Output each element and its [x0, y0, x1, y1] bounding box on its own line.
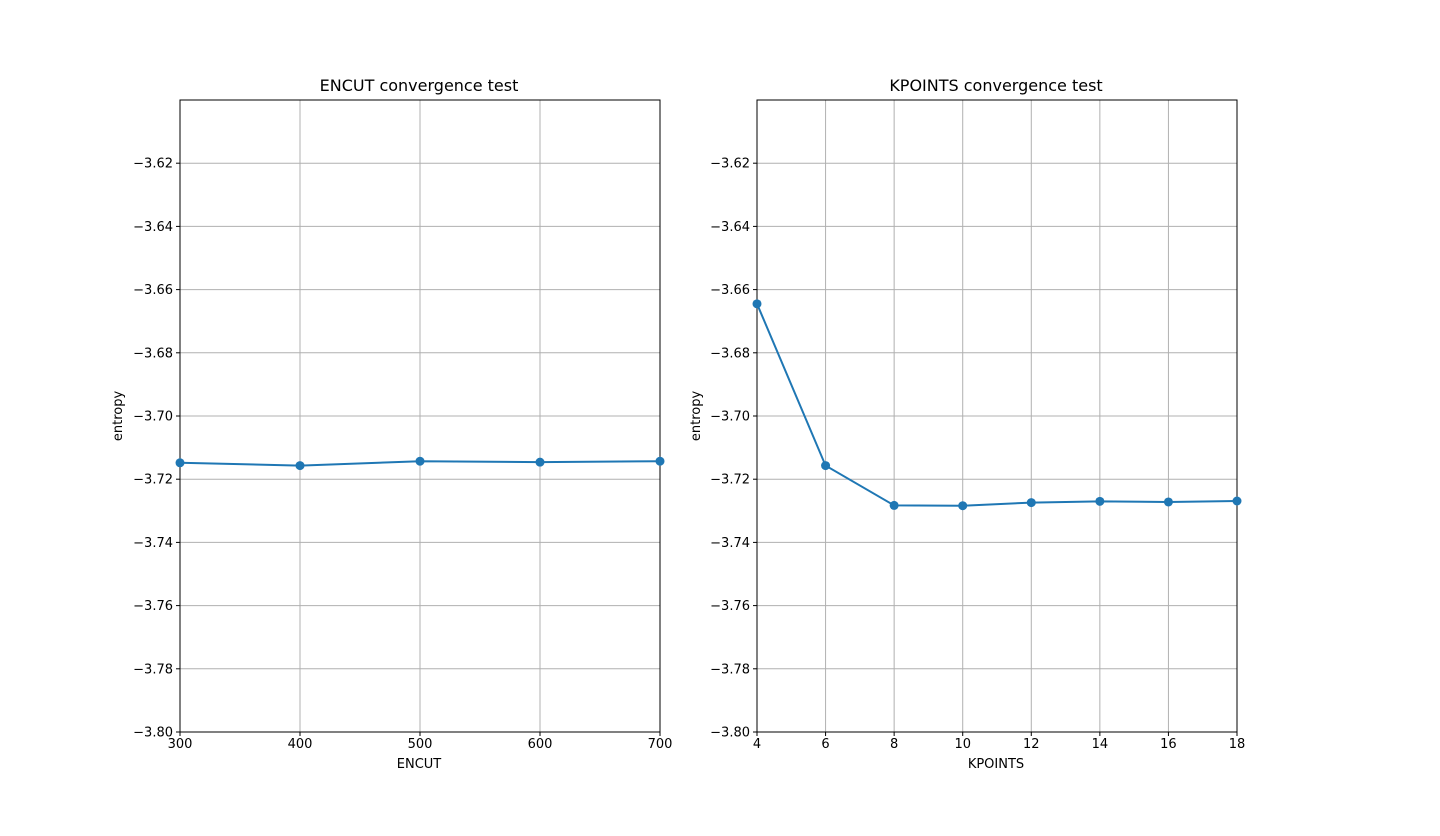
- kpoints-y-tick-label: −3.76: [710, 599, 750, 614]
- encut-y-tick-label: −3.72: [133, 473, 173, 488]
- encut-data-point: [415, 456, 425, 466]
- encut-y-tick-label: −3.62: [133, 157, 173, 172]
- kpoints-y-tick-label: −3.78: [710, 662, 750, 677]
- encut-y-tick-label: −3.68: [133, 346, 173, 361]
- kpoints-y-tick-label: −3.74: [710, 536, 750, 551]
- encut-chart-title: ENCUT convergence test: [320, 76, 519, 95]
- kpoints-y-tick-label: −3.80: [710, 726, 750, 741]
- kpoints-data-point: [958, 501, 968, 511]
- kpoints-x-tick-label: 18: [1229, 737, 1246, 752]
- encut-data-point: [655, 456, 665, 466]
- encut-y-tick-label: −3.76: [133, 599, 173, 614]
- encut-x-tick-label: 600: [528, 737, 553, 752]
- kpoints-x-tick-label: 14: [1092, 737, 1109, 752]
- kpoints-series-line: [756, 303, 1238, 507]
- encut-y-tick-label: −3.64: [133, 220, 173, 235]
- encut-x-axis-label: ENCUT: [397, 757, 442, 772]
- encut-data-point: [535, 457, 545, 467]
- encut-plot-frame: [179, 99, 661, 733]
- kpoints-x-axis-label: KPOINTS: [968, 757, 1024, 772]
- kpoints-y-tick-label: −3.70: [710, 410, 750, 425]
- encut-grid: [179, 100, 661, 733]
- encut-y-tick-label: −3.74: [133, 536, 173, 551]
- kpoints-plot-frame: [756, 99, 1238, 733]
- kpoints-x-tick-label: 16: [1160, 737, 1177, 752]
- kpoints-chart-title: KPOINTS convergence test: [889, 76, 1102, 95]
- kpoints-y-tick-label: −3.68: [710, 346, 750, 361]
- kpoints-data-point: [752, 299, 762, 309]
- encut-y-tick-label: −3.80: [133, 726, 173, 741]
- kpoints-data-point: [1095, 496, 1105, 506]
- encut-x-tick-label: 500: [408, 737, 433, 752]
- encut-x-tick-label: 700: [648, 737, 673, 752]
- encut-data-point: [295, 461, 305, 471]
- encut-y-tick-label: −3.70: [133, 410, 173, 425]
- kpoints-data-point: [1163, 497, 1173, 507]
- encut-y-tick-label: −3.66: [133, 283, 173, 298]
- encut-y-tick-label: −3.78: [133, 662, 173, 677]
- kpoints-y-tick-label: −3.66: [710, 283, 750, 298]
- kpoints-chart: KPOINTS convergence test KPOINTS entropy…: [689, 76, 1245, 772]
- encut-data-point: [175, 458, 185, 468]
- encut-chart: ENCUT convergence test ENCUT entropy 300…: [111, 76, 672, 772]
- kpoints-x-tick-label: 12: [1023, 737, 1040, 752]
- kpoints-y-axis-label: entropy: [689, 391, 704, 442]
- kpoints-x-tick-label: 6: [821, 737, 829, 752]
- encut-y-axis-label: entropy: [111, 391, 126, 442]
- kpoints-y-tick-label: −3.62: [710, 157, 750, 172]
- encut-x-tick-label: 400: [288, 737, 313, 752]
- kpoints-y-tick-label: −3.64: [710, 220, 750, 235]
- kpoints-x-tick-label: 4: [753, 737, 761, 752]
- kpoints-data-point: [821, 461, 831, 471]
- kpoints-data-point: [1232, 496, 1242, 506]
- kpoints-y-tick-label: −3.72: [710, 473, 750, 488]
- kpoints-x-tick-label: 8: [890, 737, 898, 752]
- kpoints-data-point: [1026, 498, 1036, 508]
- kpoints-data-point: [889, 500, 899, 510]
- encut-x-tick-label: 300: [168, 737, 193, 752]
- kpoints-x-tick-label: 10: [954, 737, 971, 752]
